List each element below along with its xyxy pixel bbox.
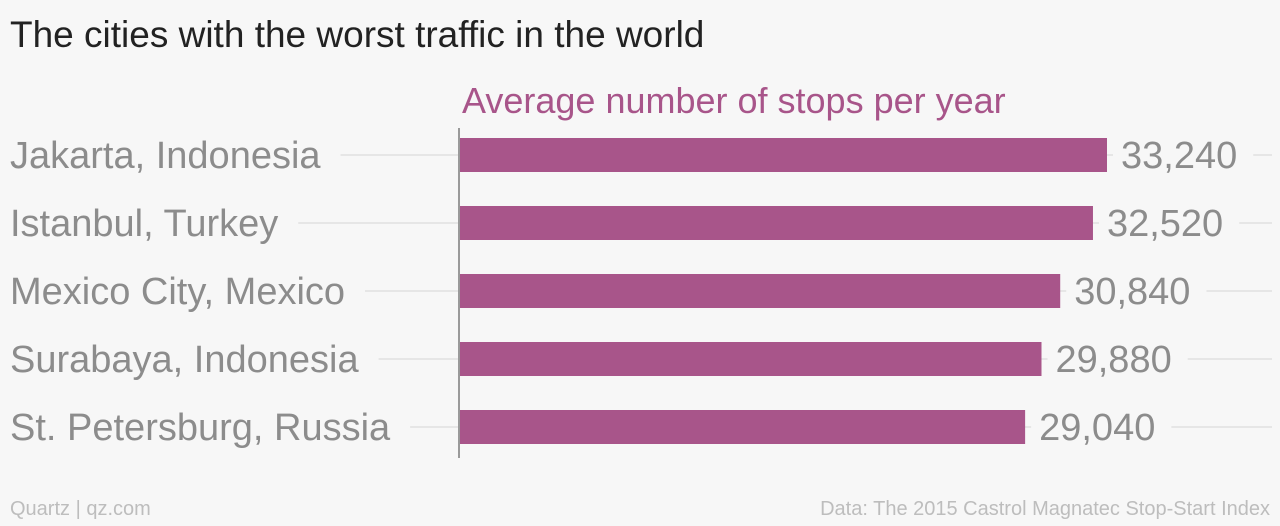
bar	[460, 342, 1042, 376]
value-label: 32,520	[1107, 203, 1223, 245]
gridline-gap	[1113, 152, 1254, 158]
bar	[460, 274, 1061, 308]
category-label: Jakarta, Indonesia	[10, 135, 321, 177]
footer-source: Data: The 2015 Castrol Magnatec Stop-Sta…	[820, 498, 1270, 520]
value-label: 29,880	[1055, 339, 1171, 381]
gridline-gap	[1066, 288, 1207, 294]
category-label: St. Petersburg, Russia	[10, 407, 391, 449]
bar	[460, 138, 1107, 172]
footer-credit: Quartz | qz.com	[10, 498, 151, 520]
value-label: 30,840	[1074, 271, 1190, 313]
bars	[460, 138, 1107, 444]
labels: Jakarta, Indonesia 33,240 Istanbul, Turkey…	[10, 135, 1237, 449]
gridline-gap	[1047, 356, 1188, 362]
value-label: 29,040	[1039, 407, 1155, 449]
chart-title: The cities with the worst traffic in the…	[10, 14, 705, 55]
bar	[460, 410, 1026, 444]
gridline-gap	[1031, 424, 1172, 430]
value-label: 33,240	[1121, 135, 1237, 177]
bar	[460, 206, 1093, 240]
category-label: Surabaya, Indonesia	[10, 339, 359, 381]
gridline-gap	[1098, 220, 1240, 226]
category-label: Istanbul, Turkey	[10, 203, 278, 245]
category-label: Mexico City, Mexico	[10, 271, 345, 313]
series-title: Average number of stops per year	[462, 80, 1006, 121]
